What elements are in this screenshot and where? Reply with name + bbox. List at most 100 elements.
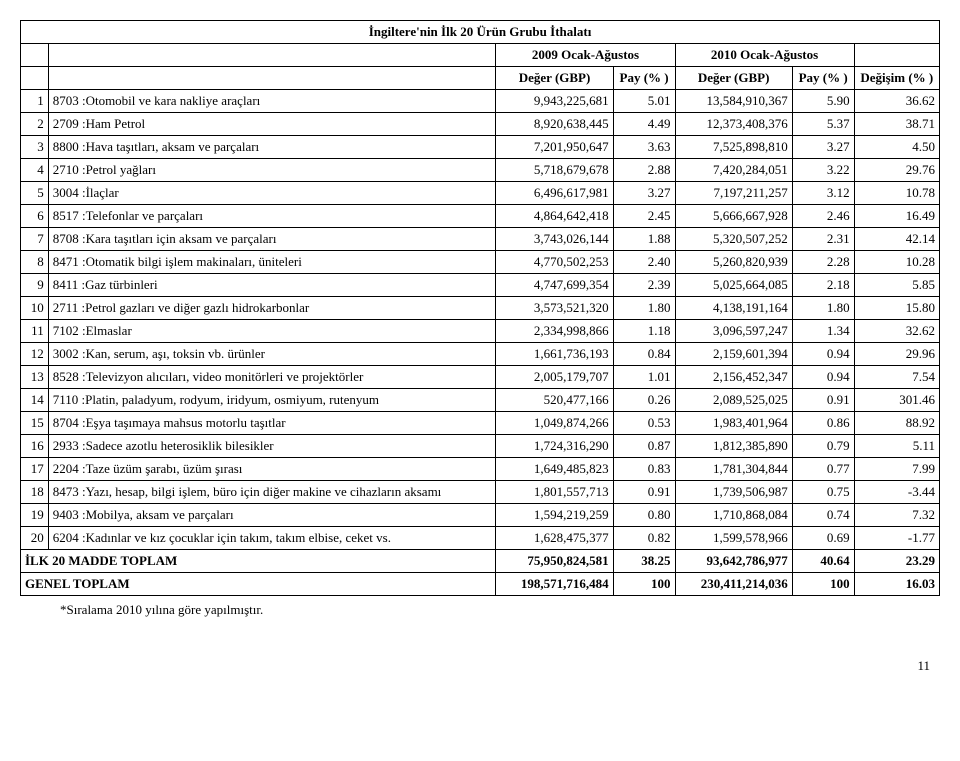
table-row: 42710 :Petrol yağları5,718,679,6782.887,… — [21, 159, 940, 182]
row-change: 7.54 — [854, 366, 939, 389]
period2-header: 2010 Ocak-Ağustos — [675, 44, 854, 67]
row-share1: 1.88 — [613, 228, 675, 251]
period-header-row: 2009 Ocak-Ağustos 2010 Ocak-Ağustos — [21, 44, 940, 67]
row-value1: 520,477,166 — [496, 389, 613, 412]
row-change: 38.71 — [854, 113, 939, 136]
row-value2: 4,138,191,164 — [675, 297, 792, 320]
row-share1: 5.01 — [613, 90, 675, 113]
totals-row: GENEL TOPLAM198,571,716,484100230,411,21… — [21, 573, 940, 596]
row-value2: 1,983,401,964 — [675, 412, 792, 435]
row-desc: 8800 :Hava taşıtları, aksam ve parçaları — [48, 136, 496, 159]
col-share-1: Pay (% ) — [613, 67, 675, 90]
row-share2: 0.75 — [792, 481, 854, 504]
row-share2: 0.91 — [792, 389, 854, 412]
row-value2: 1,781,304,844 — [675, 458, 792, 481]
row-desc: 9403 :Mobilya, aksam ve parçaları — [48, 504, 496, 527]
row-value1: 1,628,475,377 — [496, 527, 613, 550]
row-index: 11 — [21, 320, 49, 343]
row-share2: 2.28 — [792, 251, 854, 274]
row-value1: 1,649,485,823 — [496, 458, 613, 481]
header-blank-2 — [48, 44, 496, 67]
row-value2: 5,025,664,085 — [675, 274, 792, 297]
row-change: 15.80 — [854, 297, 939, 320]
table-row: 78708 :Kara taşıtları için aksam ve parç… — [21, 228, 940, 251]
table-row: 98411 :Gaz türbinleri4,747,699,3542.395,… — [21, 274, 940, 297]
header-blank-3 — [854, 44, 939, 67]
row-value2: 7,197,211,257 — [675, 182, 792, 205]
row-share1: 3.27 — [613, 182, 675, 205]
table-row: 22709 :Ham Petrol8,920,638,4454.4912,373… — [21, 113, 940, 136]
row-share1: 1.01 — [613, 366, 675, 389]
row-change: 7.99 — [854, 458, 939, 481]
table-row: 102711 :Petrol gazları ve diğer gazlı hi… — [21, 297, 940, 320]
row-desc: 8473 :Yazı, hesap, bilgi işlem, büro içi… — [48, 481, 496, 504]
row-share1: 0.82 — [613, 527, 675, 550]
row-change: 7.32 — [854, 504, 939, 527]
col-value-1: Değer (GBP) — [496, 67, 613, 90]
row-desc: 8528 :Televizyon alıcıları, video monitö… — [48, 366, 496, 389]
row-desc: 7102 :Elmaslar — [48, 320, 496, 343]
table-row: 117102 :Elmaslar2,334,998,8661.183,096,5… — [21, 320, 940, 343]
totals-value2: 93,642,786,977 — [675, 550, 792, 573]
row-share2: 0.74 — [792, 504, 854, 527]
table-row: 88471 :Otomatik bilgi işlem makinaları, … — [21, 251, 940, 274]
row-share2: 5.37 — [792, 113, 854, 136]
table-title-row: İngiltere'nin İlk 20 Ürün Grubu İthalatı — [21, 21, 940, 44]
row-change: 88.92 — [854, 412, 939, 435]
row-value2: 13,584,910,367 — [675, 90, 792, 113]
row-index: 6 — [21, 205, 49, 228]
table-row: 123002 :Kan, serum, aşı, toksin vb. ürün… — [21, 343, 940, 366]
col-share-2: Pay (% ) — [792, 67, 854, 90]
row-index: 4 — [21, 159, 49, 182]
row-share2: 0.77 — [792, 458, 854, 481]
row-share2: 0.79 — [792, 435, 854, 458]
row-share1: 2.39 — [613, 274, 675, 297]
row-share1: 2.45 — [613, 205, 675, 228]
row-desc: 2933 :Sadece azotlu heterosiklik bilesik… — [48, 435, 496, 458]
row-value1: 1,594,219,259 — [496, 504, 613, 527]
row-index: 7 — [21, 228, 49, 251]
row-change: 42.14 — [854, 228, 939, 251]
table-row: 172204 :Taze üzüm şarabı, üzüm şırası1,6… — [21, 458, 940, 481]
row-index: 1 — [21, 90, 49, 113]
row-share1: 1.80 — [613, 297, 675, 320]
imports-table: İngiltere'nin İlk 20 Ürün Grubu İthalatı… — [20, 20, 940, 596]
row-index: 19 — [21, 504, 49, 527]
row-value1: 6,496,617,981 — [496, 182, 613, 205]
row-index: 5 — [21, 182, 49, 205]
totals-value1: 198,571,716,484 — [496, 573, 613, 596]
row-desc: 2709 :Ham Petrol — [48, 113, 496, 136]
row-change: -1.77 — [854, 527, 939, 550]
table-row: 162933 :Sadece azotlu heterosiklik biles… — [21, 435, 940, 458]
row-value2: 5,260,820,939 — [675, 251, 792, 274]
row-change: 4.50 — [854, 136, 939, 159]
row-share2: 0.69 — [792, 527, 854, 550]
row-value1: 1,801,557,713 — [496, 481, 613, 504]
totals-change: 16.03 — [854, 573, 939, 596]
totals-share2: 40.64 — [792, 550, 854, 573]
row-value1: 7,201,950,647 — [496, 136, 613, 159]
table-row: 53004 :İlaçlar6,496,617,9813.277,197,211… — [21, 182, 940, 205]
totals-value1: 75,950,824,581 — [496, 550, 613, 573]
row-index: 2 — [21, 113, 49, 136]
row-index: 10 — [21, 297, 49, 320]
row-value2: 1,710,868,084 — [675, 504, 792, 527]
row-share2: 2.18 — [792, 274, 854, 297]
row-index: 8 — [21, 251, 49, 274]
totals-share1: 38.25 — [613, 550, 675, 573]
table-row: 147110 :Platin, paladyum, rodyum, iridyu… — [21, 389, 940, 412]
row-share2: 0.86 — [792, 412, 854, 435]
row-change: 10.28 — [854, 251, 939, 274]
totals-label: İLK 20 MADDE TOPLAM — [21, 550, 496, 573]
row-value2: 5,320,507,252 — [675, 228, 792, 251]
row-desc: 8703 :Otomobil ve kara nakliye araçları — [48, 90, 496, 113]
table-row: 138528 :Televizyon alıcıları, video moni… — [21, 366, 940, 389]
row-change: 301.46 — [854, 389, 939, 412]
row-value2: 1,812,385,890 — [675, 435, 792, 458]
row-value2: 7,525,898,810 — [675, 136, 792, 159]
row-index: 9 — [21, 274, 49, 297]
row-share1: 1.18 — [613, 320, 675, 343]
table-row: 18703 :Otomobil ve kara nakliye araçları… — [21, 90, 940, 113]
row-change: 5.85 — [854, 274, 939, 297]
totals-change: 23.29 — [854, 550, 939, 573]
